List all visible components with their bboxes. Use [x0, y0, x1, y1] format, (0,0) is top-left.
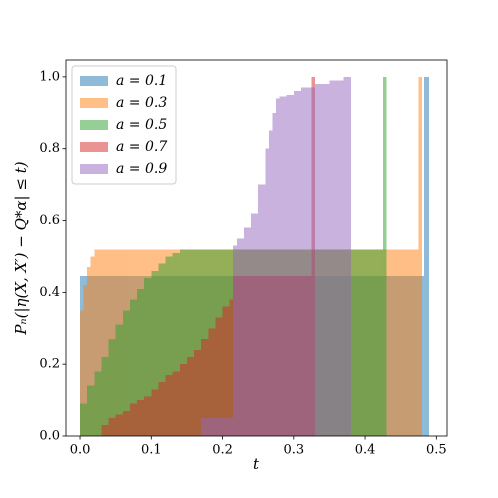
legend-label: a = 0.7: [116, 139, 167, 155]
y-tick-label: 1.0: [39, 69, 60, 84]
bar: [315, 84, 330, 436]
bar: [222, 306, 230, 436]
series: [201, 76, 351, 437]
bar: [144, 277, 152, 436]
bar: [329, 80, 344, 437]
legend-label: a = 0.3: [116, 95, 167, 111]
bar: [83, 285, 88, 436]
bar: [208, 328, 216, 436]
bar: [158, 263, 166, 436]
y-tick-label: 0.4: [39, 285, 60, 300]
bar: [382, 76, 387, 437]
bar: [172, 371, 180, 436]
bar: [80, 310, 84, 436]
y-tick-label: 0.6: [39, 213, 60, 228]
bar: [265, 148, 269, 437]
bar: [94, 371, 102, 436]
bar: [129, 403, 138, 436]
x-tick-label: 0.2: [212, 443, 233, 458]
bar: [215, 317, 223, 436]
legend-box: [71, 65, 177, 185]
bar: [137, 400, 145, 436]
bar: [229, 299, 234, 436]
bar: [201, 418, 234, 436]
bar: [268, 130, 273, 437]
bar: [101, 356, 109, 436]
y-axis-label: Pₙ(|η(X, X′) − Q*α| ≤ t): [12, 161, 30, 335]
legend-swatch: [80, 142, 108, 152]
bar: [122, 310, 130, 436]
bar: [87, 267, 91, 436]
x-tick-label: 0.5: [426, 443, 447, 458]
bar: [165, 256, 173, 436]
bar: [236, 238, 244, 436]
bar: [87, 385, 95, 436]
legend-label: a = 0.9: [116, 161, 167, 177]
bar: [272, 112, 276, 436]
legend-swatch: [80, 76, 108, 86]
plot-frame: [65, 59, 448, 437]
bar: [90, 256, 95, 436]
bar: [424, 76, 430, 437]
bar: [243, 227, 252, 436]
bar: [194, 349, 202, 436]
legend-swatch: [80, 164, 108, 174]
y-tick-label: 0.0: [39, 429, 60, 444]
x-tick-label: 0.3: [283, 443, 304, 458]
legend-swatch: [80, 120, 108, 130]
bar: [144, 396, 152, 436]
bar: [151, 389, 159, 436]
legend-label: a = 0.1: [116, 73, 167, 89]
bar: [165, 374, 173, 436]
legend-label: a = 0.5: [116, 117, 167, 133]
bar: [108, 339, 116, 436]
bar: [115, 414, 123, 436]
bar: [251, 213, 259, 436]
bar: [158, 382, 166, 436]
legend-swatch: [80, 98, 108, 108]
bar: [275, 98, 280, 437]
x-tick-label: 0.4: [355, 443, 376, 458]
bar: [233, 245, 237, 436]
bar: [300, 87, 316, 436]
bar: [293, 91, 301, 436]
bar: [172, 252, 180, 436]
bar: [279, 96, 287, 436]
x-tick-label: 0.0: [70, 443, 91, 458]
bar: [286, 94, 294, 436]
x-axis-label: t: [253, 455, 260, 473]
bar: [115, 324, 123, 436]
bar: [418, 76, 423, 437]
bar: [129, 299, 138, 436]
bar: [343, 76, 351, 437]
bar: [122, 410, 130, 436]
bar: [80, 403, 88, 436]
bar: [186, 356, 195, 436]
bar: [151, 270, 159, 436]
x-tick-label: 0.1: [141, 443, 162, 458]
bar: [137, 288, 145, 436]
y-tick-label: 0.8: [39, 141, 60, 156]
bar: [201, 339, 209, 436]
bar: [179, 364, 187, 436]
bar: [108, 418, 116, 436]
bar: [101, 425, 109, 436]
y-tick-label: 0.2: [39, 357, 60, 372]
bar: [258, 184, 266, 436]
